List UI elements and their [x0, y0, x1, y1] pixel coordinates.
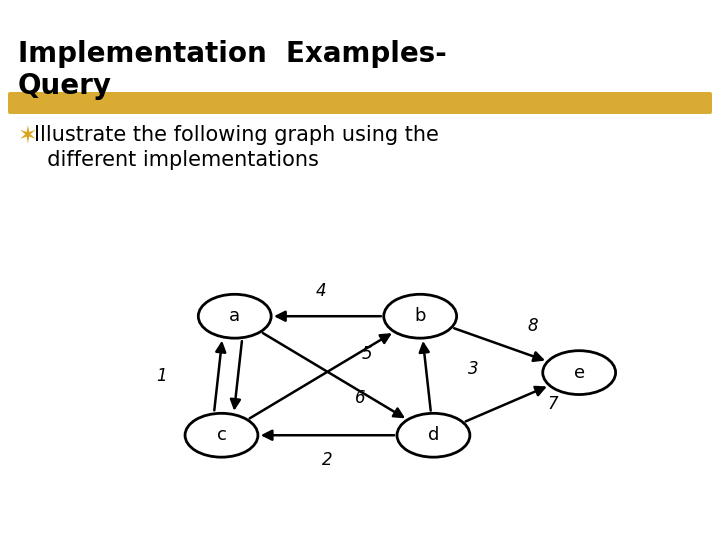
Text: d: d: [428, 426, 439, 444]
Text: Implementation  Examples-: Implementation Examples-: [18, 40, 446, 68]
Text: e: e: [574, 363, 585, 382]
Text: 8: 8: [528, 316, 538, 335]
Ellipse shape: [185, 413, 258, 457]
Text: 4: 4: [315, 282, 326, 300]
Text: c: c: [217, 426, 226, 444]
Text: 2: 2: [322, 451, 333, 469]
Text: Query: Query: [18, 72, 112, 100]
Text: 1: 1: [156, 367, 167, 384]
Text: 3: 3: [468, 361, 479, 379]
Ellipse shape: [198, 294, 271, 338]
Text: 5: 5: [362, 345, 372, 363]
Text: ✶: ✶: [18, 125, 37, 149]
Text: a: a: [229, 307, 240, 325]
Text: different implementations: different implementations: [34, 150, 319, 170]
Ellipse shape: [384, 294, 456, 338]
Ellipse shape: [397, 413, 470, 457]
Text: 7: 7: [547, 395, 558, 413]
Text: 6: 6: [355, 389, 366, 407]
FancyBboxPatch shape: [8, 92, 712, 114]
Text: b: b: [415, 307, 426, 325]
Ellipse shape: [543, 350, 616, 395]
Text: Illustrate the following graph using the: Illustrate the following graph using the: [34, 125, 439, 145]
